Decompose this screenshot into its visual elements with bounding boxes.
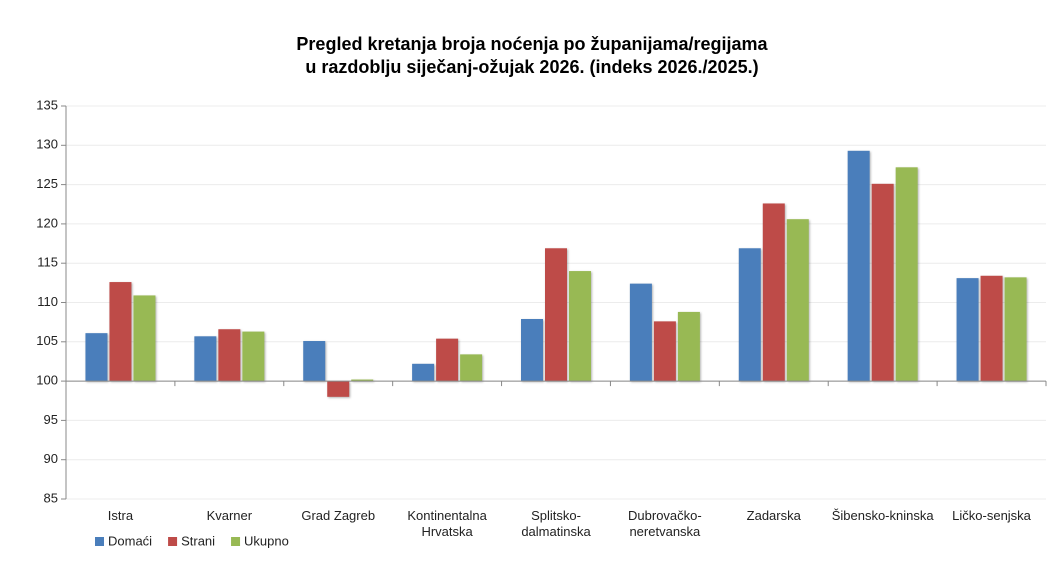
bar <box>786 219 809 382</box>
bar <box>412 363 435 382</box>
x-tick-label: Splitsko-dalmatinska <box>521 508 591 539</box>
x-tick-label: Dubrovačko-neretvanska <box>628 508 702 539</box>
legend-label: Strani <box>181 533 215 548</box>
bar <box>460 354 483 382</box>
bar <box>980 275 1003 382</box>
legend-label: Ukupno <box>244 533 289 548</box>
bar <box>85 333 108 382</box>
y-tick-label: 110 <box>37 294 58 309</box>
y-tick-label: 105 <box>36 333 58 348</box>
bar <box>327 381 350 397</box>
x-tick-label: Šibensko-kninska <box>831 508 934 523</box>
bar <box>1004 277 1027 382</box>
bar <box>847 150 870 382</box>
bar <box>871 183 894 382</box>
legend-label: Domaći <box>108 533 152 548</box>
y-tick-label: 130 <box>36 137 58 152</box>
legend-swatch <box>168 537 178 546</box>
x-tick-label: Kvarner <box>206 508 253 523</box>
y-tick-label: 120 <box>36 215 58 230</box>
bar <box>569 271 591 382</box>
y-tick-label: 135 <box>36 97 58 112</box>
y-tick-label: 85 <box>44 490 58 505</box>
bar <box>194 336 217 382</box>
y-tick-label: 100 <box>36 373 58 388</box>
bar <box>895 167 918 382</box>
legend-swatch <box>231 537 241 546</box>
x-tick-label: Istra <box>107 508 134 523</box>
bar <box>303 341 326 382</box>
x-tick-label: Ličko-senjska <box>952 508 1031 523</box>
x-tick-label: Grad Zagreb <box>301 508 376 523</box>
legend-swatch <box>95 537 104 546</box>
x-tick-label: Zadarska <box>746 508 801 523</box>
bar <box>521 319 543 382</box>
x-tick-label: Kontinentalna Hrvatska <box>407 508 487 539</box>
bar <box>218 329 241 382</box>
bar <box>242 331 265 382</box>
y-tick-label: 115 <box>37 255 58 270</box>
chart-title: u razdoblju siječanj-ožujak 2026. (indek… <box>305 57 758 77</box>
y-tick-label: 125 <box>36 176 58 191</box>
bar <box>133 295 156 382</box>
y-tick-label: 90 <box>44 451 58 466</box>
bar <box>677 311 700 382</box>
bar <box>738 248 761 382</box>
chart-title: Pregled kretanja broja noćenja po župani… <box>296 34 768 54</box>
bar <box>109 282 132 382</box>
bar <box>436 338 459 382</box>
bar <box>545 248 567 382</box>
bar <box>653 321 676 382</box>
bar <box>351 379 374 382</box>
bar <box>956 278 979 382</box>
y-tick-label: 95 <box>44 412 58 427</box>
bar <box>762 203 785 382</box>
bar <box>629 283 652 382</box>
